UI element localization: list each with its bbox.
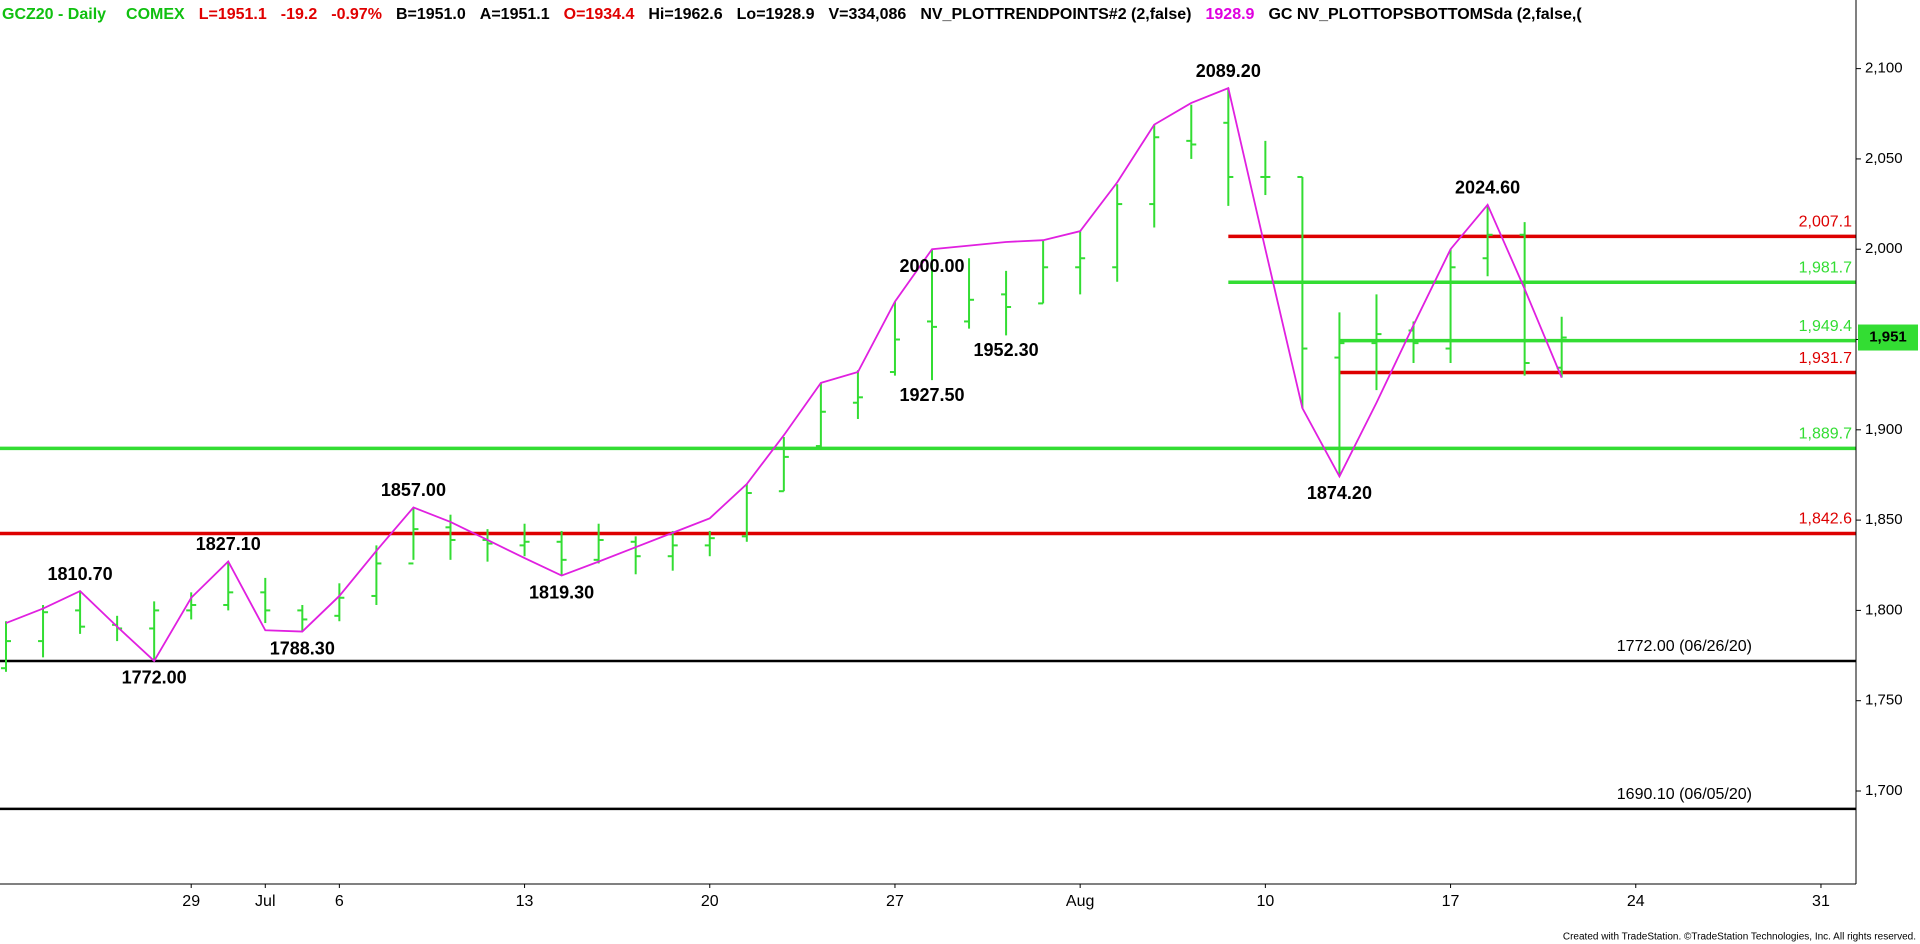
header-item: GC NV_PLOTTOPSBOTTOMSda (2,false,( (1268, 6, 1582, 23)
header-item: L=1951.1 (199, 6, 267, 23)
last-price-label: 1,951 (1869, 328, 1907, 345)
header-item: V=334,086 (828, 6, 906, 23)
axes: 1,7001,7501,8001,8501,9001,9502,0002,050… (0, 0, 1918, 910)
x-tick-label: 31 (1812, 893, 1830, 910)
y-tick-label: 1,700 (1865, 782, 1903, 799)
level-label: 1,981.7 (1799, 259, 1852, 276)
header-item: O=1934.4 (564, 6, 635, 23)
x-tick-label: Aug (1066, 893, 1094, 910)
x-tick-label: 27 (886, 893, 904, 910)
y-tick-label: 1,800 (1865, 601, 1903, 618)
level-label: 1772.00 (06/26/20) (1617, 638, 1752, 655)
pivot-label: 1857.00 (381, 480, 446, 500)
low-label: 1927.50 (899, 385, 964, 405)
plot-area: GCZ20 - Daily COMEX L=1951.1 -19.2 -0.97% B=1… (0, 6, 1856, 811)
header-item: COMEX (126, 6, 185, 23)
header-item: NV_PLOTTRENDPOINTS#2 (2,false) (920, 6, 1191, 23)
x-tick-label: 17 (1442, 893, 1460, 910)
x-tick-label: 24 (1627, 893, 1645, 910)
header-item: -0.97% (331, 6, 382, 23)
level-label: 1,949.4 (1799, 318, 1852, 335)
y-tick-label: 1,750 (1865, 692, 1903, 709)
level-label: 2,007.1 (1799, 214, 1852, 231)
y-tick-label: 2,100 (1865, 60, 1903, 77)
header-item: GCZ20 - Daily (2, 6, 106, 23)
footer: Created with TradeStation. ©TradeStation… (1563, 932, 1916, 943)
header-item: Hi=1962.6 (648, 6, 722, 23)
level-label: 1,889.7 (1799, 426, 1852, 443)
y-tick-label: 2,050 (1865, 150, 1903, 167)
pivot-label: 1788.30 (270, 638, 335, 658)
y-tick-label: 1,850 (1865, 511, 1903, 528)
y-tick-label: 1,900 (1865, 421, 1903, 438)
pivot-label: 2089.20 (1196, 61, 1261, 81)
last-price-box (1858, 324, 1918, 351)
level-label: 1,842.6 (1799, 511, 1852, 528)
header-item: -19.2 (281, 6, 318, 23)
x-tick-label: Jul (255, 893, 275, 910)
header-item: 1928.9 (1206, 6, 1255, 23)
low-label: 1952.30 (974, 340, 1039, 360)
x-tick-label: 20 (701, 893, 719, 910)
pivot-label: 1810.70 (48, 564, 113, 584)
pivot-label: 2024.60 (1455, 178, 1520, 198)
header-item: A=1951.1 (480, 6, 550, 23)
x-tick-label: 6 (335, 893, 344, 910)
pivot-label: 1827.10 (196, 534, 261, 554)
level-label: 1690.10 (06/05/20) (1617, 786, 1752, 803)
trend-line (5, 86, 1563, 663)
header-item: B=1951.0 (396, 6, 466, 23)
x-tick-label: 10 (1256, 893, 1274, 910)
y-tick-label: 2,000 (1865, 240, 1903, 257)
pivot-label: 1819.30 (529, 582, 594, 602)
pivot-label: 2000.00 (899, 256, 964, 276)
header-item: Lo=1928.9 (737, 6, 815, 23)
x-tick-label: 29 (182, 893, 200, 910)
pivot-label: 1874.20 (1307, 483, 1372, 503)
level-label: 1,931.7 (1799, 350, 1852, 367)
x-tick-label: 13 (516, 893, 534, 910)
pivot-label: 1772.00 (122, 668, 187, 688)
